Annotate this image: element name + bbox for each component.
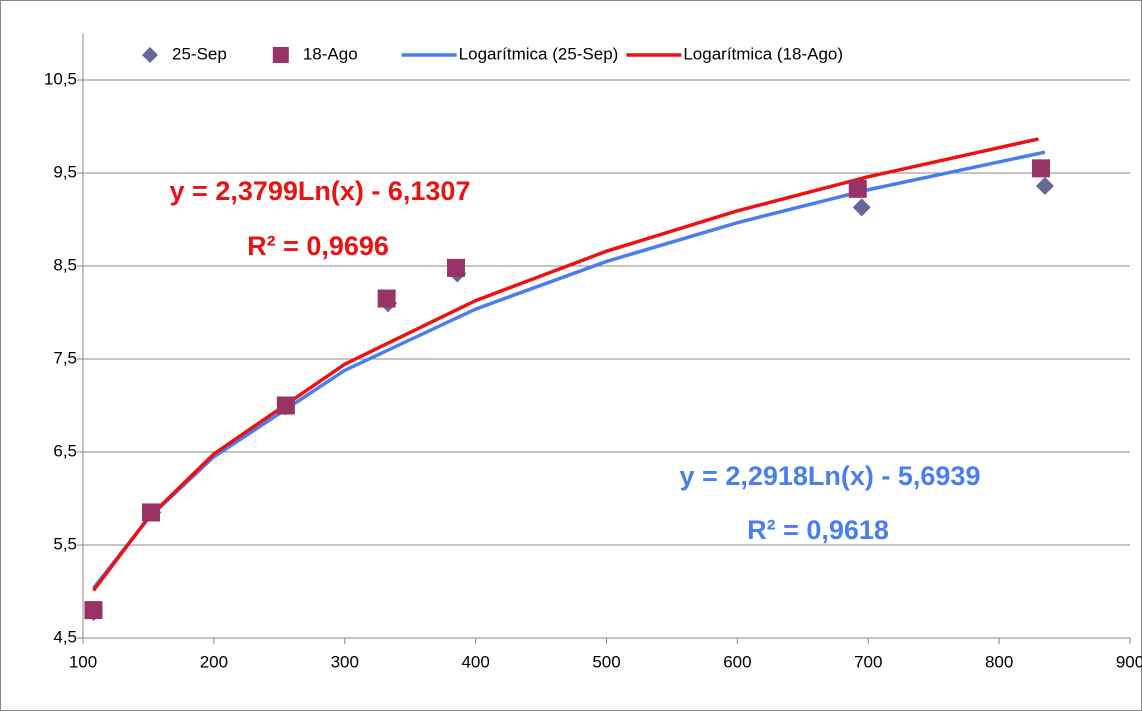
y-tick-label: 4,5 [53, 627, 77, 646]
legend-marker [142, 47, 158, 63]
legend-label: Logarítmica (18-Ago) [683, 44, 843, 63]
x-tick-label: 900 [1116, 652, 1142, 671]
trend-line [92, 137, 1039, 592]
x-tick-label: 300 [331, 652, 359, 671]
y-tick-label: 9,5 [53, 162, 77, 181]
marker-square [142, 503, 161, 522]
x-tick-label: 100 [69, 652, 97, 671]
marker-square [377, 289, 396, 308]
marker-square [848, 179, 867, 198]
y-tick-label: 5,5 [53, 534, 77, 553]
legend-label: 18-Ago [303, 44, 358, 63]
x-tick-label: 400 [461, 652, 489, 671]
marker-square [446, 258, 465, 277]
x-tick-label: 600 [723, 652, 751, 671]
y-tick-label: 10,5 [44, 69, 77, 88]
marker-square [1032, 159, 1051, 178]
marker-square [276, 396, 295, 415]
x-tick-label: 200 [200, 652, 228, 671]
marker-diamond [1035, 177, 1054, 196]
legend-marker [272, 47, 289, 63]
x-tick-label: 800 [985, 652, 1013, 671]
legend-label: 25-Sep [172, 44, 227, 63]
equation-label: R² = 0,9618 [747, 515, 889, 545]
legend-label: Logarítmica (25-Sep) [459, 44, 619, 63]
x-tick-label: 500 [592, 652, 620, 671]
y-tick-label: 7,5 [53, 348, 77, 367]
y-tick-label: 6,5 [53, 441, 77, 460]
equation-label: y = 2,2918Ln(x) - 5,6939 [680, 461, 981, 491]
y-tick-label: 8,5 [53, 255, 77, 274]
equation-label: R² = 0,9696 [247, 231, 389, 261]
marker-diamond [852, 198, 871, 217]
marker-square [84, 601, 103, 620]
equation-label: y = 2,3799Ln(x) - 6,1307 [170, 176, 471, 206]
x-tick-label: 700 [854, 652, 882, 671]
